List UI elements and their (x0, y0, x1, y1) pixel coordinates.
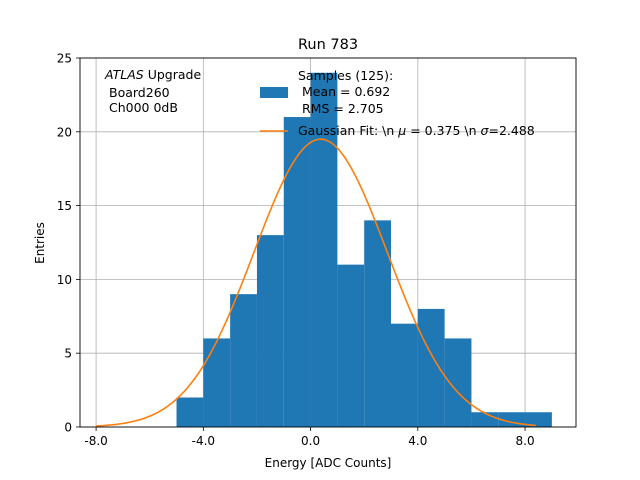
annotation-atlas: ATLAS (104, 67, 144, 82)
histogram-bar-0 (176, 397, 204, 427)
histogram-bar-2 (230, 294, 257, 427)
annotation-line-3: Ch000 0dB (109, 100, 178, 115)
y-tick-label-3: 15 (57, 199, 72, 213)
annotation-upgrade: Upgrade (144, 67, 202, 82)
annotation-line-2: Board260 (109, 85, 170, 100)
histogram-bar-10 (444, 338, 472, 427)
legend-fit-mu: μ (397, 123, 406, 138)
histogram-bar-7 (364, 220, 392, 427)
histogram-bars (176, 72, 552, 427)
legend: Samples (125): Mean = 0.692 RMS = 2.705 … (260, 68, 535, 138)
y-tick-label-1: 5 (64, 347, 72, 361)
y-tick-label-0: 0 (64, 421, 72, 435)
legend-fit-sigma: σ (481, 123, 490, 138)
x-tick-label-0: -8.0 (84, 434, 107, 448)
histogram-bar-4 (283, 117, 311, 427)
x-tick-label-1: -4.0 (192, 434, 215, 448)
legend-hist-mean: Mean = 0.692 (302, 84, 390, 99)
axes-frame (79, 57, 577, 428)
legend-fit-prefix: Gaussian Fit: \n (298, 123, 398, 138)
legend-fit-label: Gaussian Fit: \n μ = 0.375 \n σ=2.488 (298, 123, 535, 138)
atlas-annotation: ATLAS Upgrade Board260 Ch000 0dB (104, 67, 201, 115)
legend-fit-mid: = 0.375 \n (406, 123, 480, 138)
histogram-bar-8 (391, 323, 418, 427)
histogram-bar-9 (417, 308, 445, 427)
histogram-bar-6 (337, 264, 365, 427)
histogram-bar-3 (256, 235, 284, 427)
legend-hist-rms: RMS = 2.705 (302, 101, 384, 116)
histogram-bar-11 (471, 412, 499, 427)
histogram-bar-5 (310, 72, 338, 427)
gaussian-fit-line (96, 138, 536, 427)
y-axis-ticks: 0 5 10 15 20 25 (57, 52, 80, 435)
x-tick-label-3: 4.0 (408, 434, 427, 448)
annotation-line-1: ATLAS Upgrade (104, 67, 201, 82)
legend-hist-title: Samples (125): (298, 68, 393, 83)
y-tick-label-4: 20 (57, 125, 72, 139)
x-axis-ticks: -8.0 -4.0 0.0 4.0 8.0 (84, 427, 535, 448)
y-tick-label-2: 10 (57, 273, 72, 287)
histogram-bar-1 (203, 338, 231, 427)
histogram-bar-13 (525, 412, 552, 427)
x-tick-label-2: 0.0 (301, 434, 320, 448)
x-axis-label: Energy [ADC Counts] (265, 456, 392, 470)
y-tick-label-5: 25 (57, 52, 72, 66)
legend-hist-swatch (260, 87, 288, 98)
y-axis-label: Entries (33, 222, 47, 264)
legend-fit-suffix: =2.488 (488, 123, 534, 138)
x-tick-label-4: 8.0 (516, 434, 535, 448)
chart-title: Run 783 (298, 37, 358, 53)
